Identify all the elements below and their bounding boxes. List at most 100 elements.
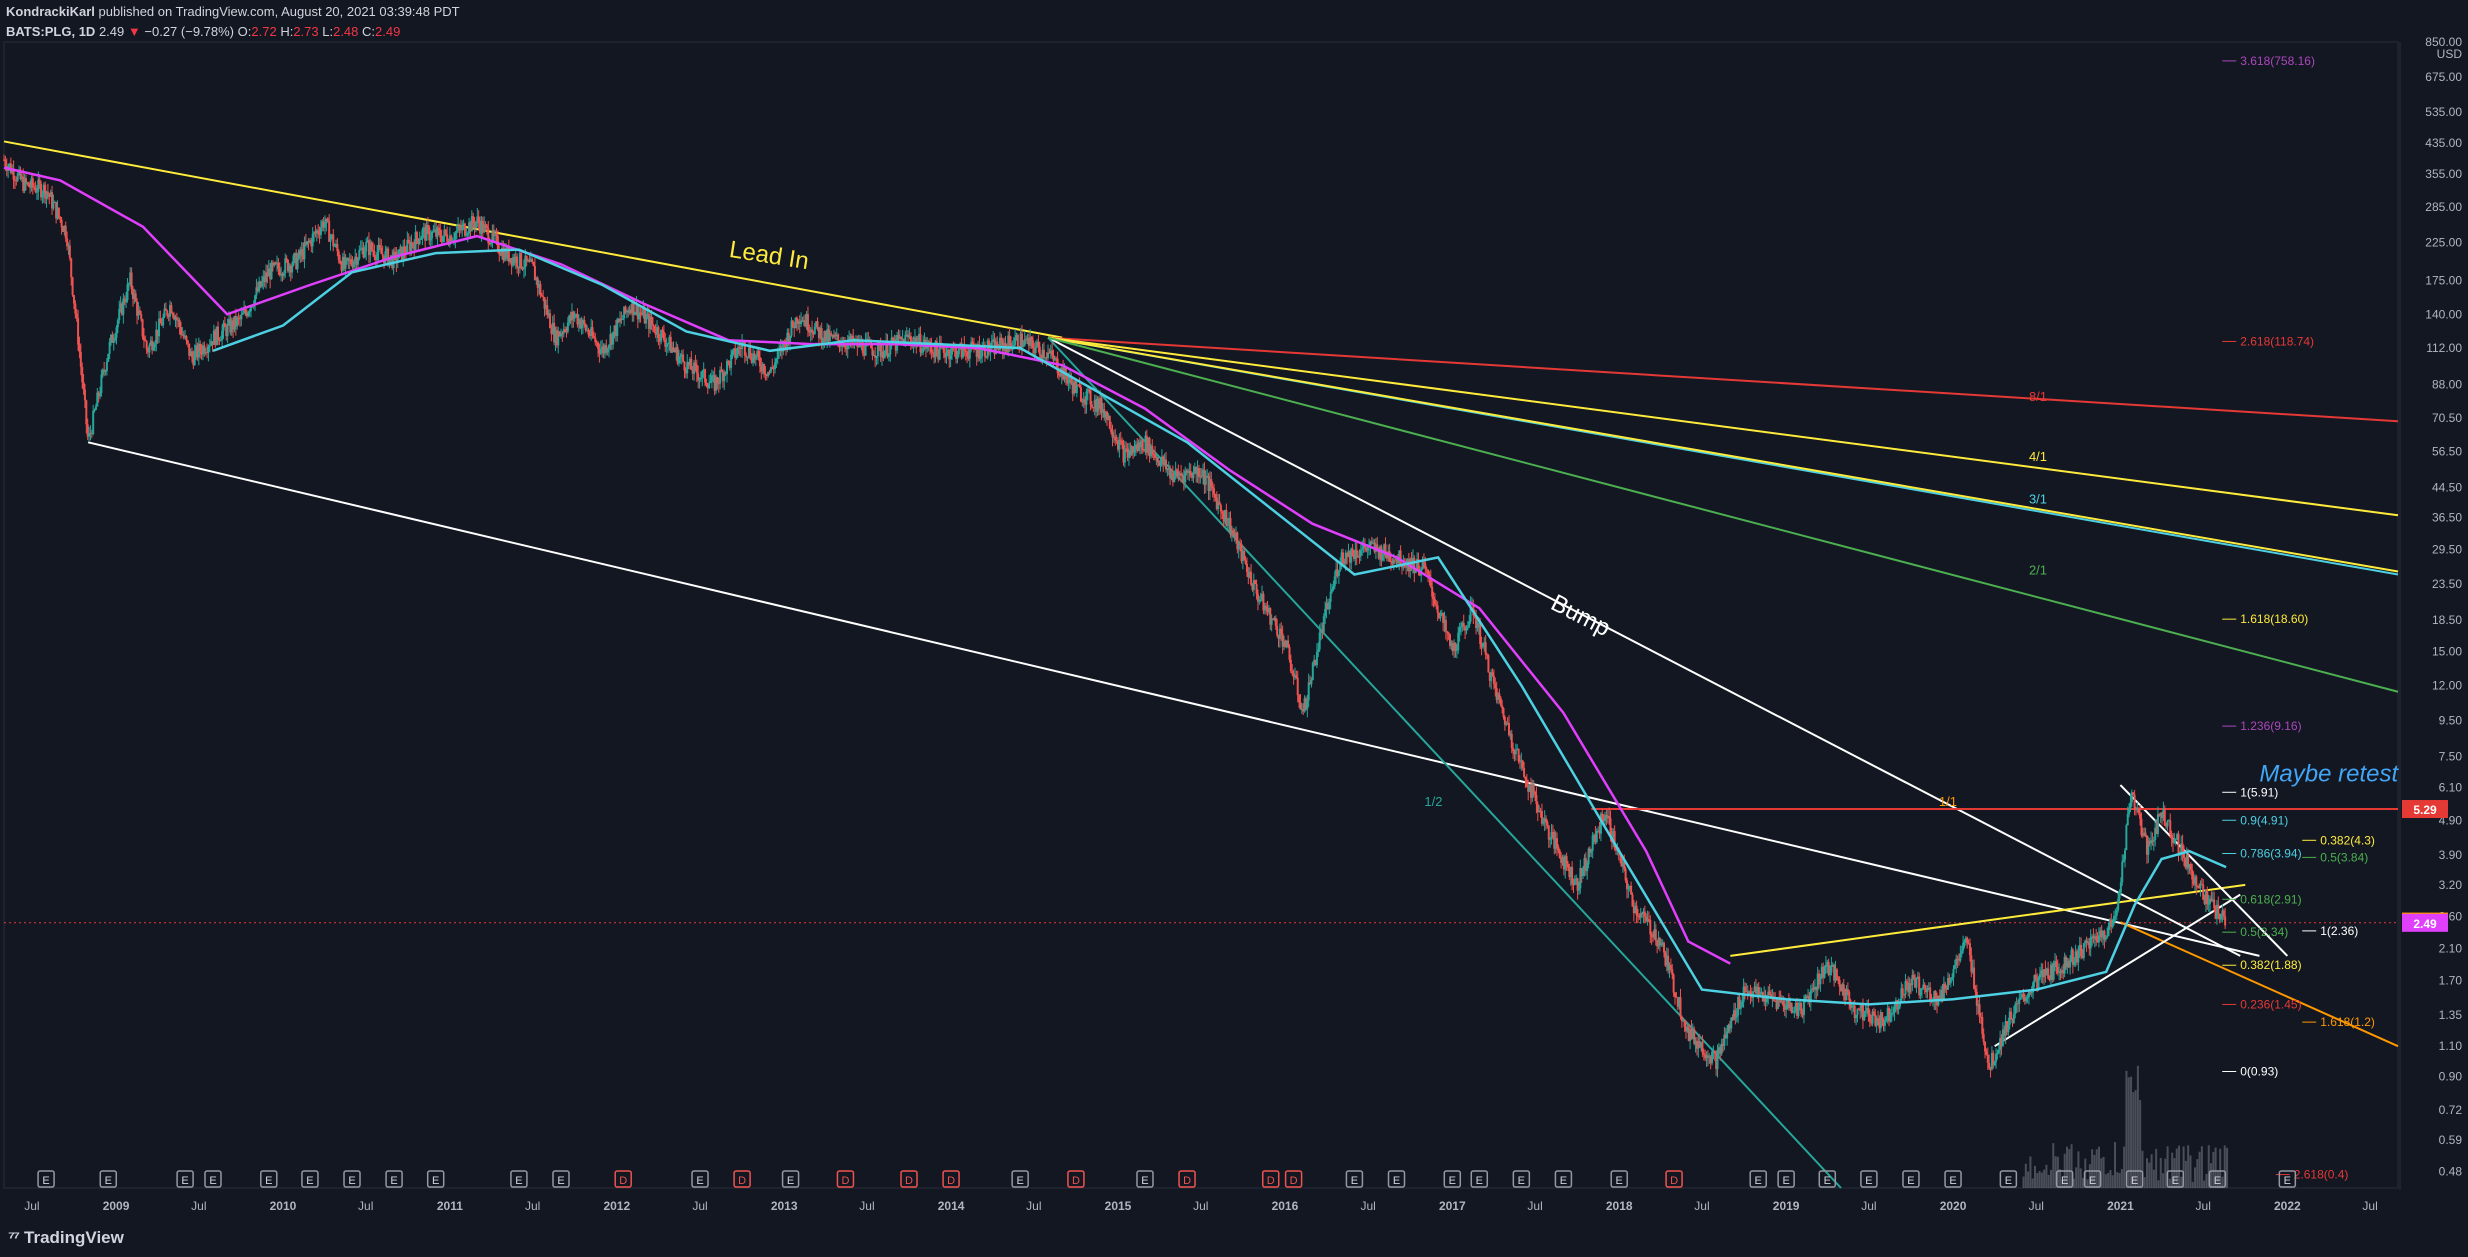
candle-body bbox=[505, 248, 508, 259]
price-tick-label: 285.00 bbox=[2425, 200, 2462, 214]
candle-body bbox=[2086, 941, 2089, 943]
tradingview-logo[interactable]: ⁷⁷ TradingView bbox=[8, 1228, 124, 1248]
candle-body bbox=[732, 348, 735, 351]
candle-body bbox=[78, 344, 81, 352]
volume-bar bbox=[2223, 1145, 2226, 1188]
candle-body bbox=[1594, 834, 1597, 842]
candle-body bbox=[1624, 868, 1627, 881]
candle-body bbox=[2163, 808, 2166, 826]
candle-body bbox=[1790, 1002, 1793, 1013]
marker-box bbox=[2166, 1170, 2185, 1188]
candle-body bbox=[1288, 647, 1291, 660]
candle-body bbox=[1106, 411, 1109, 420]
volume-bar bbox=[2072, 1178, 2075, 1188]
earnings-marker-icon: E bbox=[1011, 1170, 1029, 1188]
candle-body bbox=[1791, 1011, 1794, 1013]
candle-body bbox=[743, 341, 746, 356]
candle-body bbox=[1178, 473, 1181, 476]
candle-body bbox=[1512, 747, 1515, 752]
candle-body bbox=[1941, 990, 1944, 1000]
candle-body bbox=[1243, 550, 1246, 561]
fib-label: 1.618(18.60) bbox=[2240, 612, 2308, 626]
price-tick-label: 88.00 bbox=[2432, 377, 2462, 391]
candle-body bbox=[2128, 808, 2131, 815]
candle-body bbox=[1151, 445, 1154, 454]
candle-body bbox=[2144, 832, 2147, 836]
earnings-marker-icon: E bbox=[2166, 1170, 2185, 1188]
candle-body bbox=[329, 236, 332, 242]
candle-body bbox=[286, 260, 289, 272]
earnings-marker-icon: E bbox=[1470, 1170, 1489, 1188]
candle-body bbox=[1731, 1017, 1734, 1020]
candle-body bbox=[1517, 748, 1520, 762]
candle-body bbox=[1829, 972, 1832, 975]
author-name[interactable]: KondrackiKarl bbox=[6, 4, 95, 19]
candle-body bbox=[753, 353, 756, 360]
candle-body bbox=[444, 229, 447, 235]
open-label: O: bbox=[237, 24, 252, 39]
candle-body bbox=[1108, 415, 1111, 429]
candle-body bbox=[502, 247, 505, 261]
candle-body bbox=[528, 260, 531, 262]
candle-body bbox=[1864, 1010, 1867, 1013]
candle-body bbox=[1561, 856, 1564, 863]
candle-body bbox=[372, 249, 375, 252]
fib-label: 3.618(758.16) bbox=[2240, 54, 2315, 68]
candle-body bbox=[599, 349, 602, 354]
candle-body bbox=[1838, 979, 1841, 987]
candle-body bbox=[1359, 549, 1362, 556]
candle-body bbox=[1449, 634, 1452, 647]
candle-body bbox=[1300, 708, 1303, 710]
candle-body bbox=[1476, 626, 1479, 628]
candle-body bbox=[163, 308, 166, 317]
candle-body bbox=[1355, 549, 1358, 558]
candle-body bbox=[960, 343, 963, 358]
candle-body bbox=[1350, 548, 1353, 563]
marker-box bbox=[1345, 1170, 1364, 1188]
candle-body bbox=[1813, 986, 1816, 990]
candle-body bbox=[631, 300, 634, 314]
volume-bar bbox=[2027, 1171, 2030, 1188]
candle-body bbox=[2032, 982, 2035, 993]
price-tick-label: 6.10 bbox=[2439, 780, 2463, 794]
candle-body bbox=[1856, 1008, 1859, 1015]
candle-body bbox=[1361, 548, 1364, 550]
candle-body bbox=[536, 277, 539, 288]
candle-body bbox=[1346, 552, 1349, 557]
candle-body bbox=[886, 341, 889, 357]
candle-body bbox=[190, 351, 193, 358]
candle-body bbox=[813, 326, 816, 335]
candle-body bbox=[1263, 605, 1266, 611]
candle-body bbox=[1155, 456, 1158, 458]
candle-body bbox=[240, 314, 243, 320]
candle-body bbox=[2048, 978, 2051, 980]
candle-body bbox=[1797, 1006, 1800, 1016]
volume-group bbox=[2022, 1065, 2229, 1188]
candle-body bbox=[221, 330, 224, 341]
candle-body bbox=[79, 351, 82, 367]
candle-body bbox=[1196, 468, 1199, 475]
marker-box bbox=[1610, 1170, 1628, 1188]
candle-body bbox=[1643, 911, 1646, 917]
candle-body bbox=[2033, 975, 2036, 983]
candle-body bbox=[1166, 468, 1169, 470]
candle-body bbox=[145, 341, 148, 350]
candle-body bbox=[11, 168, 14, 173]
candle-body bbox=[12, 168, 15, 180]
candle-body bbox=[341, 256, 344, 271]
candle-body bbox=[83, 389, 86, 401]
candle-body bbox=[71, 277, 74, 296]
candle-body bbox=[1152, 453, 1155, 455]
candle-body bbox=[167, 315, 170, 317]
candle-body bbox=[336, 244, 339, 252]
candle-body bbox=[105, 361, 108, 371]
candle-body bbox=[1883, 1020, 1886, 1026]
candle-body bbox=[414, 232, 417, 250]
candle-body bbox=[760, 366, 763, 372]
candle-body bbox=[184, 336, 187, 338]
candle-body bbox=[1377, 548, 1380, 559]
symbol-label[interactable]: BATS:PLG, 1D bbox=[6, 24, 96, 39]
candle-body bbox=[653, 325, 656, 332]
volume-bar bbox=[2189, 1155, 2192, 1188]
